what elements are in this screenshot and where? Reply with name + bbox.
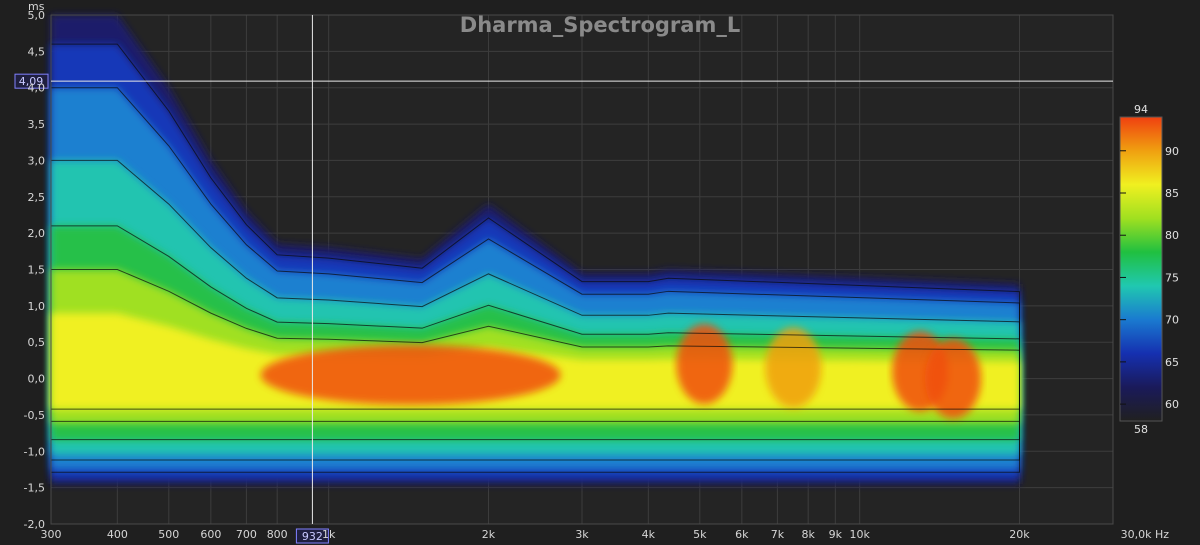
x-tick-label: 300	[41, 528, 62, 541]
x-tick-label: 30,0k Hz	[1121, 528, 1170, 541]
contour-line	[50, 159, 1020, 441]
x-tick-label: 6k	[735, 528, 749, 541]
y-tick-label: 4,5	[28, 45, 46, 58]
cursor-y-label: 4,09	[19, 75, 44, 88]
contour-line	[50, 225, 1020, 422]
cursor-x-label-box	[295, 528, 329, 544]
y-tick-label: -1,5	[24, 482, 45, 495]
colorbar-tick-label: 80	[1165, 229, 1179, 242]
y-tick-label: -1,0	[24, 445, 45, 458]
y-tick-label: -2,0	[24, 518, 45, 531]
x-axis-ticks: 300 400 500 600 700 800 1k 2k 3k 4k 5k 6k 7k 8k 9k 10k 2…	[41, 528, 1170, 541]
colorbar-tick-label: 70	[1165, 314, 1179, 327]
y-tick-label: 5,0	[28, 9, 46, 22]
x-tick-label: 7k	[771, 528, 785, 541]
y-tick-label: 3,0	[28, 154, 46, 167]
y-tick-label: 2,0	[28, 227, 46, 240]
energy-peak	[676, 324, 733, 405]
y-tick-label: 1,0	[28, 300, 46, 313]
x-tick-label: 5k	[693, 528, 707, 541]
x-tick-label: 700	[236, 528, 257, 541]
cursor-y-label-box	[14, 73, 49, 89]
cursor-x-label: 932	[302, 530, 323, 543]
x-tick-label: 20k	[1009, 528, 1030, 541]
x-tick-label: 10k	[849, 528, 870, 541]
x-tick-label: 600	[200, 528, 221, 541]
x-tick-label: 800	[267, 528, 288, 541]
energy-peak	[925, 338, 982, 419]
colorbar-max-label: 94	[1134, 103, 1148, 116]
contour-line	[50, 43, 1020, 473]
colorbar-tick-label: 90	[1165, 145, 1179, 158]
x-tick-label: 8k	[802, 528, 816, 541]
x-tick-label: 9k	[829, 528, 843, 541]
y-axis-ticks: 5,0 4,5 4,0 3,5 3,0 2,5 2,0 1,5 1,0 0,5 0,0 -0,5 -1,…	[24, 9, 45, 531]
contour-line	[50, 269, 1020, 410]
spectrogram-field	[51, 15, 1020, 485]
colorbar-tick-label: 65	[1165, 356, 1179, 369]
y-tick-label: -0,5	[24, 409, 45, 422]
colorbar-tick-label: 75	[1165, 271, 1179, 284]
colorbar-min-label: 58	[1134, 423, 1148, 436]
y-tick-label: 1,5	[28, 264, 46, 277]
contour-lines	[50, 43, 1020, 473]
y-tick-label: 3,5	[28, 118, 46, 131]
y-tick-label: 2,5	[28, 191, 46, 204]
crosshair-cursor[interactable]: 4,09 932	[14, 15, 1113, 544]
colorbar: 90 85 80 75 70 65 60 94 58	[1119, 103, 1179, 436]
energy-peak	[260, 344, 561, 405]
x-tick-label: 500	[158, 528, 179, 541]
chart-title: Dharma_Spectrogram_L	[460, 13, 740, 37]
y-tick-label: 0,0	[28, 373, 46, 386]
colorbar-tick-label: 85	[1165, 187, 1179, 200]
x-tick-label: 2k	[482, 528, 496, 541]
colorbar-scale	[1119, 116, 1163, 422]
energy-peak	[765, 327, 822, 408]
x-tick-label: 4k	[642, 528, 656, 541]
x-tick-label: 1k	[322, 528, 336, 541]
y-axis-unit: ms	[28, 0, 45, 13]
colorbar-tick-label: 60	[1165, 398, 1179, 411]
plot-frame	[50, 14, 1114, 525]
y-tick-label: 4,0	[28, 82, 46, 95]
y-tick-label: 0,5	[28, 336, 46, 349]
contour-line	[50, 87, 1020, 461]
x-tick-label: 400	[107, 528, 128, 541]
x-tick-label: 3k	[575, 528, 589, 541]
